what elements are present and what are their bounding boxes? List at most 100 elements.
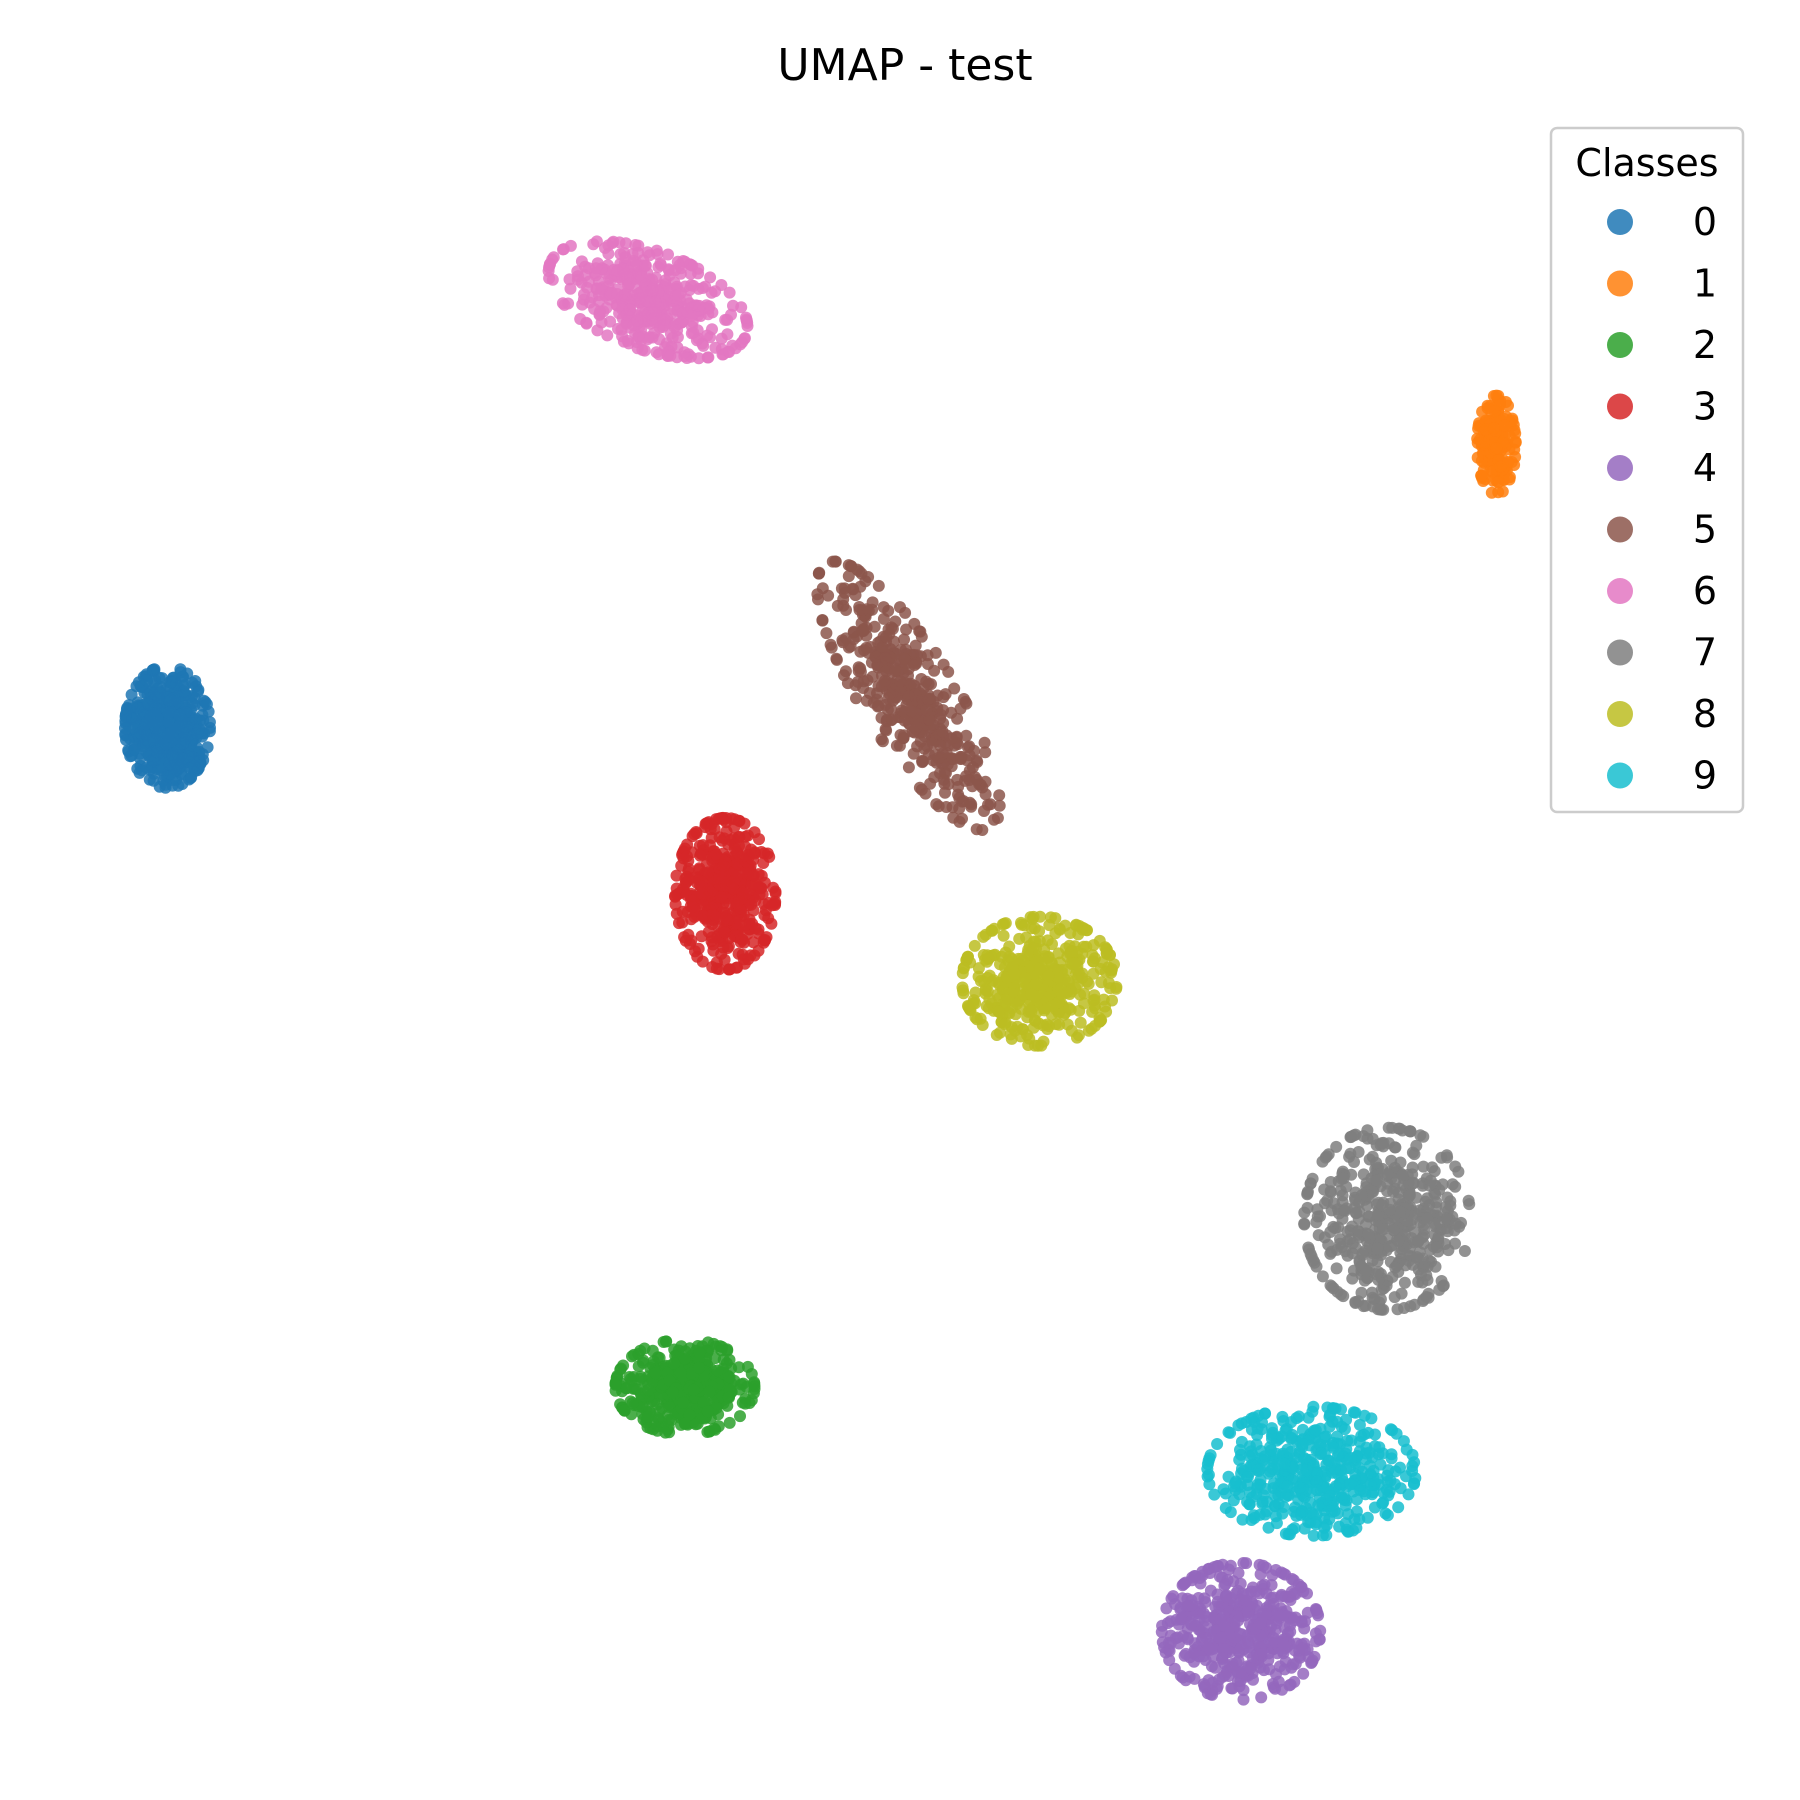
scatter-point-class-0 bbox=[146, 664, 159, 677]
scatter-point-class-0 bbox=[140, 674, 153, 687]
scatter-point-class-3 bbox=[704, 823, 717, 836]
scatter-point-class-7 bbox=[1403, 1189, 1416, 1202]
scatter-point-class-9 bbox=[1367, 1486, 1380, 1499]
scatter-point-class-2 bbox=[663, 1374, 676, 1387]
scatter-point-class-6 bbox=[646, 313, 659, 326]
scatter-point-class-9 bbox=[1278, 1457, 1291, 1470]
scatter-point-class-5 bbox=[909, 706, 922, 719]
scatter-point-class-7 bbox=[1386, 1270, 1399, 1283]
scatter-point-class-1 bbox=[1492, 476, 1505, 489]
scatter-point-class-8 bbox=[980, 1000, 993, 1013]
scatter-point-class-9 bbox=[1241, 1479, 1254, 1491]
scatter-point-class-3 bbox=[731, 961, 744, 974]
scatter-point-class-5 bbox=[880, 631, 893, 643]
scatter-point-class-8 bbox=[1095, 976, 1108, 989]
scatter-point-class-7 bbox=[1392, 1235, 1405, 1247]
scatter-point-class-8 bbox=[968, 939, 981, 952]
scatter-point-class-3 bbox=[752, 944, 765, 957]
scatter-point-class-7 bbox=[1407, 1176, 1420, 1189]
scatter-point-class-8 bbox=[1063, 1002, 1075, 1015]
scatter-point-class-9 bbox=[1235, 1435, 1248, 1448]
scatter-point-class-5 bbox=[902, 761, 915, 774]
scatter-point-class-7 bbox=[1377, 1223, 1390, 1236]
scatter-point-class-5 bbox=[899, 606, 912, 619]
scatter-point-class-8 bbox=[979, 984, 992, 997]
scatter-point-class-8 bbox=[956, 981, 969, 994]
scatter-point-class-3 bbox=[678, 842, 691, 855]
scatter-point-class-7 bbox=[1421, 1274, 1434, 1286]
scatter-point-class-9 bbox=[1353, 1418, 1366, 1431]
scatter-point-class-2 bbox=[641, 1410, 654, 1423]
scatter-point-class-4 bbox=[1211, 1560, 1224, 1573]
scatter-point-class-9 bbox=[1307, 1529, 1320, 1542]
scatter-point-class-7 bbox=[1389, 1261, 1402, 1274]
scatter-point-class-5 bbox=[937, 658, 950, 671]
scatter-point-class-4 bbox=[1174, 1613, 1187, 1626]
scatter-point-class-4 bbox=[1284, 1678, 1297, 1691]
legend-label-1: 1 bbox=[1693, 262, 1717, 306]
scatter-point-class-2 bbox=[709, 1423, 722, 1436]
scatter-point-class-2 bbox=[679, 1417, 692, 1430]
scatter-point-class-0 bbox=[119, 714, 132, 727]
scatter-point-class-3 bbox=[717, 872, 730, 885]
scatter-point-class-9 bbox=[1363, 1459, 1376, 1472]
scatter-point-class-9 bbox=[1251, 1478, 1264, 1491]
scatter-point-class-6 bbox=[697, 339, 710, 352]
legend-item-3: 3 bbox=[1607, 385, 1717, 429]
scatter-point-class-8 bbox=[1007, 985, 1020, 998]
scatter-point-class-7 bbox=[1449, 1217, 1462, 1230]
scatter-point-class-5 bbox=[839, 586, 851, 599]
scatter-point-class-4 bbox=[1160, 1602, 1173, 1615]
scatter-point-class-1 bbox=[1471, 451, 1484, 464]
scatter-point-class-7 bbox=[1307, 1254, 1320, 1267]
scatter-point-class-5 bbox=[854, 645, 867, 658]
scatter-point-class-8 bbox=[1014, 1030, 1027, 1043]
scatter-point-class-4 bbox=[1222, 1563, 1235, 1576]
scatter-point-class-7 bbox=[1371, 1242, 1384, 1255]
scatter-point-class-8 bbox=[1077, 940, 1090, 953]
scatter-point-class-9 bbox=[1298, 1452, 1311, 1464]
scatter-point-class-4 bbox=[1288, 1614, 1301, 1627]
scatter-point-class-6 bbox=[623, 303, 636, 316]
scatter-point-class-3 bbox=[688, 828, 701, 841]
scatter-point-class-9 bbox=[1377, 1496, 1390, 1509]
scatter-point-class-8 bbox=[972, 962, 985, 975]
scatter-point-class-4 bbox=[1167, 1590, 1180, 1603]
scatter-point-class-7 bbox=[1368, 1293, 1381, 1306]
scatter-point-class-7 bbox=[1381, 1168, 1394, 1181]
scatter-point-class-4 bbox=[1199, 1596, 1212, 1609]
scatter-point-class-9 bbox=[1275, 1430, 1288, 1443]
scatter-point-class-2 bbox=[642, 1384, 655, 1396]
scatter-point-class-8 bbox=[1019, 972, 1032, 985]
scatter-point-class-7 bbox=[1372, 1208, 1385, 1221]
scatter-point-class-9 bbox=[1389, 1465, 1402, 1478]
scatter-point-class-5 bbox=[978, 736, 991, 749]
scatter-point-class-3 bbox=[693, 839, 706, 852]
scatter-point-class-3 bbox=[673, 917, 685, 930]
scatter-point-class-0 bbox=[173, 761, 186, 774]
legend-item-9: 9 bbox=[1607, 754, 1717, 798]
legend-title: Classes bbox=[1575, 141, 1718, 185]
scatter-point-class-8 bbox=[1100, 1005, 1113, 1018]
scatter-point-class-6 bbox=[619, 251, 632, 264]
scatter-point-class-4 bbox=[1254, 1617, 1267, 1630]
scatter-point-class-5 bbox=[825, 641, 838, 654]
scatter-point-class-8 bbox=[1004, 1028, 1017, 1041]
scatter-point-class-4 bbox=[1179, 1576, 1192, 1589]
scatter-point-class-5 bbox=[878, 678, 891, 691]
scatter-point-class-9 bbox=[1350, 1493, 1363, 1506]
scatter-point-class-8 bbox=[1106, 994, 1118, 1007]
scatter-point-class-7 bbox=[1458, 1245, 1471, 1257]
scatter-point-class-2 bbox=[660, 1335, 672, 1348]
scatter-point-class-1 bbox=[1487, 390, 1500, 402]
scatter-point-class-6 bbox=[588, 302, 601, 315]
scatter-point-class-5 bbox=[929, 646, 942, 659]
scatter-point-class-0 bbox=[140, 761, 153, 774]
scatter-point-class-9 bbox=[1245, 1412, 1258, 1425]
scatter-point-class-7 bbox=[1383, 1203, 1396, 1216]
scatter-point-class-5 bbox=[953, 815, 966, 828]
scatter-point-class-8 bbox=[1074, 988, 1087, 1001]
scatter-point-class-8 bbox=[1046, 999, 1059, 1012]
scatter-point-class-6 bbox=[668, 321, 681, 334]
scatter-point-class-5 bbox=[915, 783, 928, 796]
